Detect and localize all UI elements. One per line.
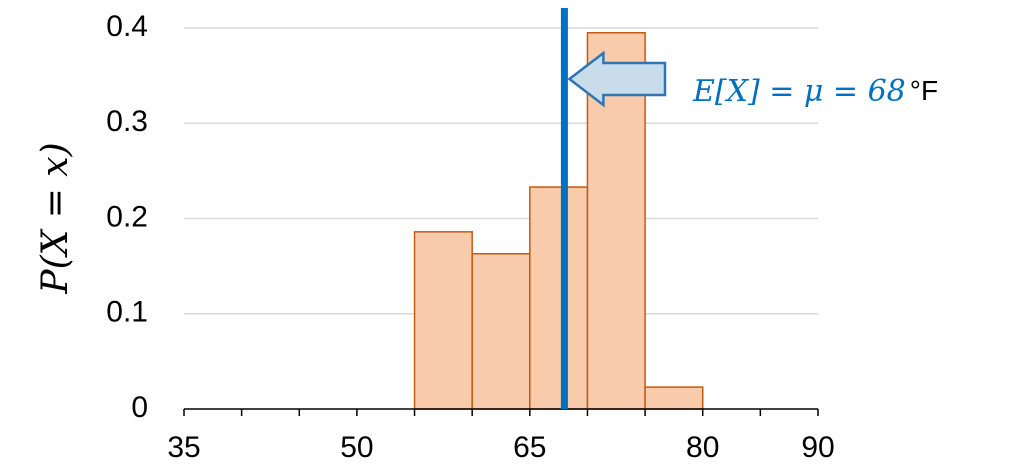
annotation-unit: °F [910,75,938,106]
tick-labels: 35 50 65 80 90 0 0.1 0.2 0.3 0.4 [106,10,834,464]
bar-2 [529,186,589,410]
y-tick-label-0: 0 [131,391,148,424]
annotation-math: E[X] = μ = 68 [692,74,906,109]
y-tick-label-3: 0.3 [106,105,148,138]
bar-4 [644,386,704,410]
y-axis-label: P(X = x) [35,142,76,294]
y-tick-label-4: 0.4 [106,10,148,43]
bar-0 [413,231,473,410]
bar-1 [471,252,531,410]
x-tick-label-0: 35 [167,431,200,464]
mean-annotation: E[X] = μ = 68 °F [567,50,938,109]
x-tick-label-2: 65 [513,431,546,464]
y-tick-label-2: 0.2 [106,200,148,233]
x-tick-label-4: 90 [801,431,834,464]
x-tick-label-3: 80 [686,431,719,464]
x-tick-label-1: 50 [340,431,373,464]
y-tick-label-1: 0.1 [106,296,148,329]
svg-text:E[X] = μ = 68 °F: E[X] = μ = 68 °F [692,74,938,109]
axes [183,408,819,416]
left-arrow-icon [567,50,667,108]
